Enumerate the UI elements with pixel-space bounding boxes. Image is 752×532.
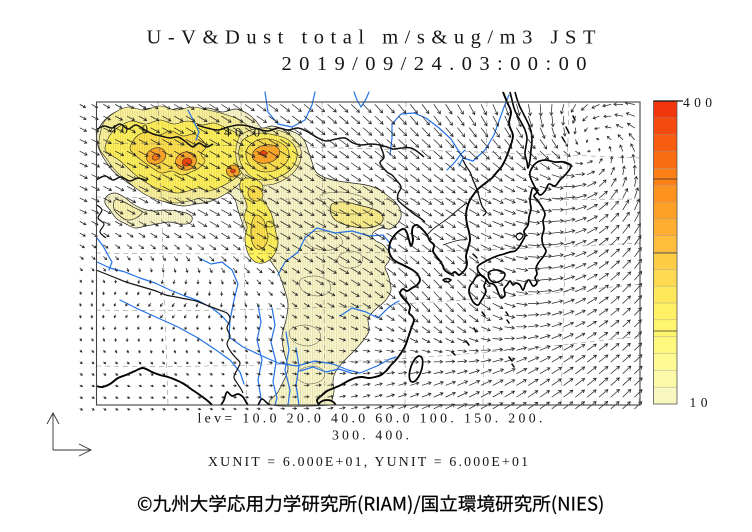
svg-text:400: 400: [683, 95, 712, 110]
svg-text:10: 10: [690, 395, 708, 410]
svg-text:U-V&Dust total m/s&ug/m3 JST: U-V&Dust total m/s&ug/m3 JST: [147, 27, 596, 49]
svg-text:2019/09/24.03:00:00: 2019/09/24.03:00:00: [282, 53, 587, 75]
svg-text:lev= 10.0 20.0 40.0 60.0 100.: lev= 10.0 20.0 40.0 60.0 100. 150. 200.: [198, 411, 543, 426]
svg-text:300. 400.: 300. 400.: [332, 428, 409, 443]
svg-text:XUNIT = 6.000E+01, YUNIT = 6.0: XUNIT = 6.000E+01, YUNIT = 6.000E+01: [208, 454, 528, 469]
